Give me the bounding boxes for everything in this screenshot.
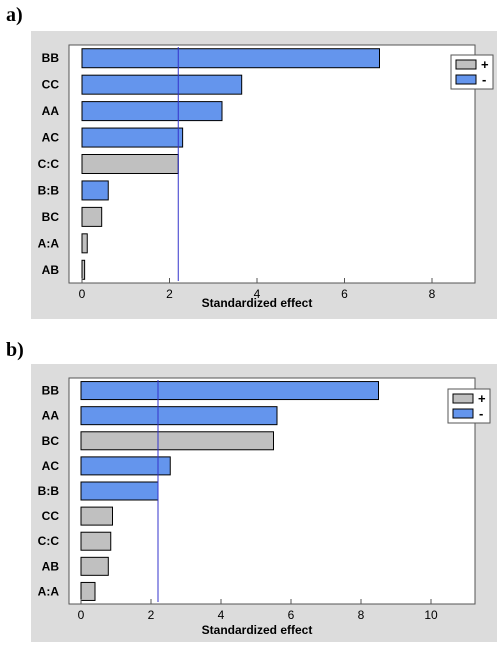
bar-ac <box>81 127 184 148</box>
category-label: B:B <box>38 183 60 197</box>
bar-c-c <box>81 154 179 174</box>
panel-label-a: a) <box>6 4 23 26</box>
x-tick-label: 6 <box>288 608 295 622</box>
bar-ab <box>81 259 86 280</box>
bar-ac <box>80 456 171 476</box>
x-tick-label: 6 <box>341 287 348 301</box>
x-tick-label: 4 <box>218 608 225 622</box>
bar-a-a <box>80 581 96 601</box>
x-tick-label: 8 <box>358 608 365 622</box>
chart-panel-b: BB AA BC AC B:B CC C:C AB A:A 0 2 4 6 8 10 Standardized… <box>31 364 497 642</box>
x-tick-label: 10 <box>424 608 438 622</box>
bar-bc <box>81 206 103 227</box>
category-label: BB <box>42 51 60 65</box>
bar-aa <box>80 406 278 426</box>
bar-bb <box>81 48 380 69</box>
legend: +- <box>447 388 491 424</box>
legend-swatch-positive <box>455 59 477 70</box>
category-label: BC <box>42 210 60 224</box>
legend-swatch-negative <box>455 74 477 85</box>
bar-cc <box>80 506 113 526</box>
category-label: CC <box>42 78 60 92</box>
legend: +- <box>450 54 494 90</box>
category-label: BC <box>42 434 60 448</box>
chart-panel-a: BB CC AA AC C:C B:B BC A:A AB 0 2 4 6 8 Standardized e… <box>31 31 497 319</box>
legend-label-negative: - <box>479 406 483 421</box>
bar-b-b <box>80 481 159 501</box>
panel-label-b: b) <box>6 339 24 361</box>
category-label: BB <box>42 384 60 398</box>
legend-label-positive: + <box>478 391 486 406</box>
category-label: AA <box>42 104 60 118</box>
bar-aa <box>81 101 223 122</box>
category-label: B:B <box>38 484 60 498</box>
bar-bb <box>80 381 379 401</box>
category-label: A:A <box>38 236 60 250</box>
x-tick-label: 0 <box>79 287 86 301</box>
x-tick-label: 2 <box>148 608 155 622</box>
legend-swatch-negative <box>452 408 474 419</box>
legend-swatch-positive <box>452 393 474 404</box>
legend-label-positive: + <box>481 57 489 72</box>
category-label: AB <box>42 559 60 573</box>
bar-cc <box>81 74 243 95</box>
category-label: AA <box>42 409 60 423</box>
category-label: AC <box>42 459 60 473</box>
category-label: A:A <box>38 584 60 598</box>
x-axis-title: Standardized effect <box>202 623 313 637</box>
bar-ab <box>80 556 109 576</box>
x-tick-label: 4 <box>254 287 261 301</box>
pareto-chart-b: BB AA BC AC B:B CC C:C AB A:A 0 2 4 6 8 10 Standardized… <box>38 377 491 637</box>
category-label: AC <box>42 131 60 145</box>
x-tick-label: 2 <box>166 287 173 301</box>
category-label: C:C <box>38 157 60 171</box>
x-tick-label: 8 <box>429 287 436 301</box>
x-axis-title: Standardized effect <box>202 296 313 310</box>
category-label: C:C <box>38 534 60 548</box>
category-label: CC <box>42 509 60 523</box>
bar-bc <box>80 431 274 451</box>
legend-label-negative: - <box>482 72 486 87</box>
bar-c-c <box>80 531 112 551</box>
category-label: AB <box>42 263 60 277</box>
bar-b-b <box>81 180 109 201</box>
x-tick-label: 0 <box>78 608 85 622</box>
bar-a-a <box>81 233 88 254</box>
pareto-chart-a: BB CC AA AC C:C B:B BC A:A AB 0 2 4 6 8 Standardized e… <box>38 44 494 310</box>
